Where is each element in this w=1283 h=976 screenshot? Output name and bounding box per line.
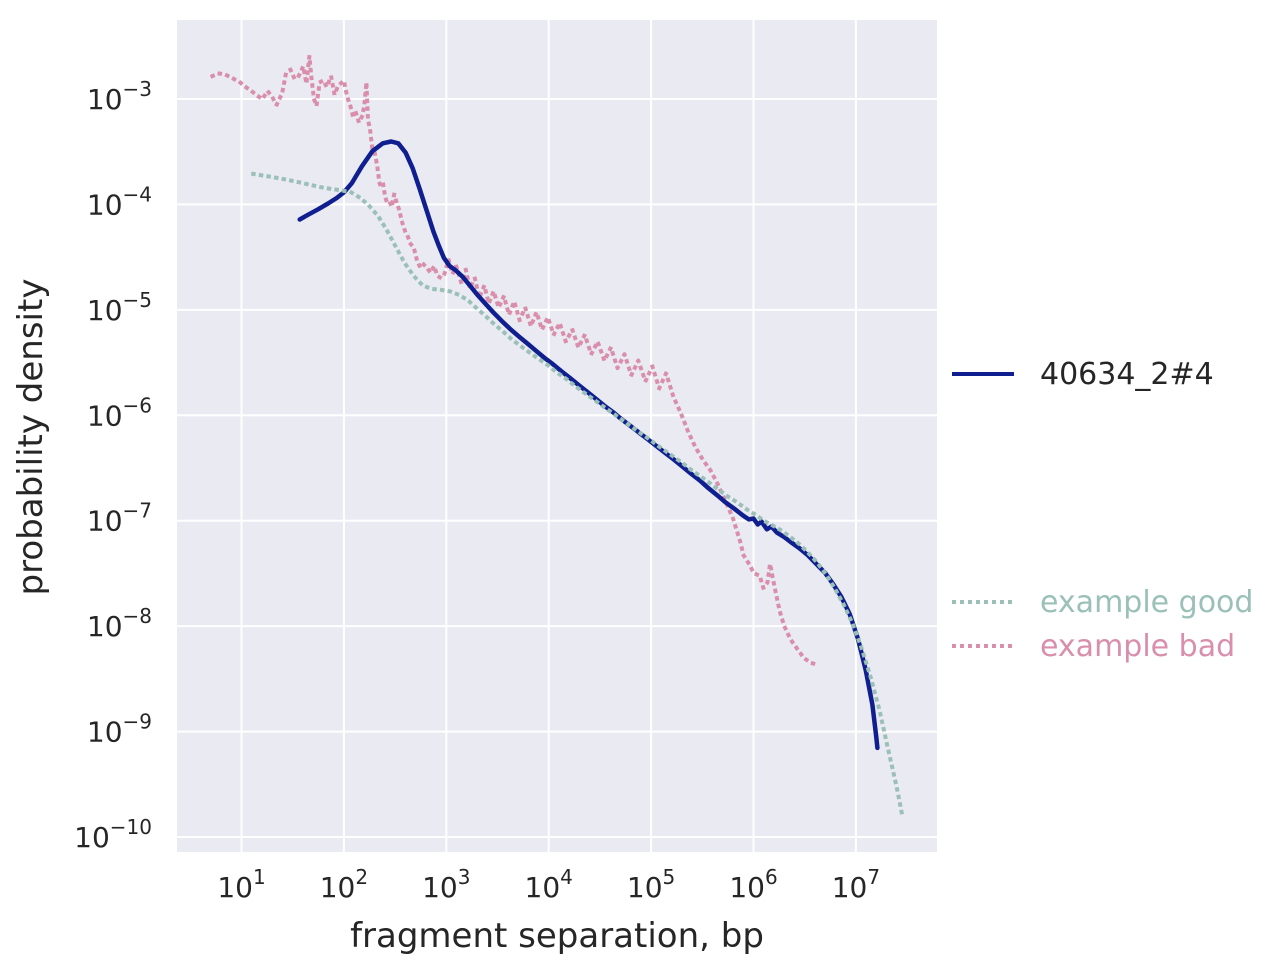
legend-label: example bad: [1040, 628, 1236, 664]
series-line-example-good: [250, 171, 905, 816]
tick-label: 107: [832, 865, 880, 904]
tick-label: 102: [320, 865, 368, 904]
plot-area: [177, 20, 937, 852]
tick-label: 104: [525, 865, 573, 904]
series-line-40634-2-4: [297, 139, 880, 751]
tick-label: 101: [217, 865, 265, 904]
tick-label: 103: [422, 865, 470, 904]
tick-label: 10−8: [87, 604, 152, 643]
legend-label: example good: [1040, 584, 1254, 620]
legend-item-example-bad: example bad: [952, 627, 1253, 665]
tick-label: 105: [627, 865, 675, 904]
legend-swatch-dotted-line-icon: [952, 644, 1014, 648]
legend-label: 40634_2#4: [1040, 356, 1214, 392]
tick-label: 10−9: [87, 710, 152, 749]
tick-label: 10−3: [87, 77, 152, 116]
tick-label: 10−10: [74, 815, 152, 854]
legend-item-40634-2-4: 40634_2#4: [952, 355, 1214, 393]
series-line-example-bad: [209, 54, 820, 668]
x-axis-label: fragment separation, bp: [350, 916, 764, 956]
tick-label: 10−5: [87, 288, 152, 327]
legend-examples: example good example bad: [952, 583, 1253, 671]
tick-label: 106: [729, 865, 777, 904]
legend-main: 40634_2#4: [952, 355, 1214, 399]
legend-item-example-good: example good: [952, 583, 1253, 621]
y-axis-label: probability density: [11, 278, 51, 596]
tick-label: 10−7: [87, 499, 152, 538]
legend-swatch-solid-line-icon: [952, 371, 1014, 377]
tick-label: 10−6: [87, 393, 152, 432]
tick-label: 10−4: [87, 182, 152, 221]
legend-swatch-dotted-line-icon: [952, 600, 1014, 604]
